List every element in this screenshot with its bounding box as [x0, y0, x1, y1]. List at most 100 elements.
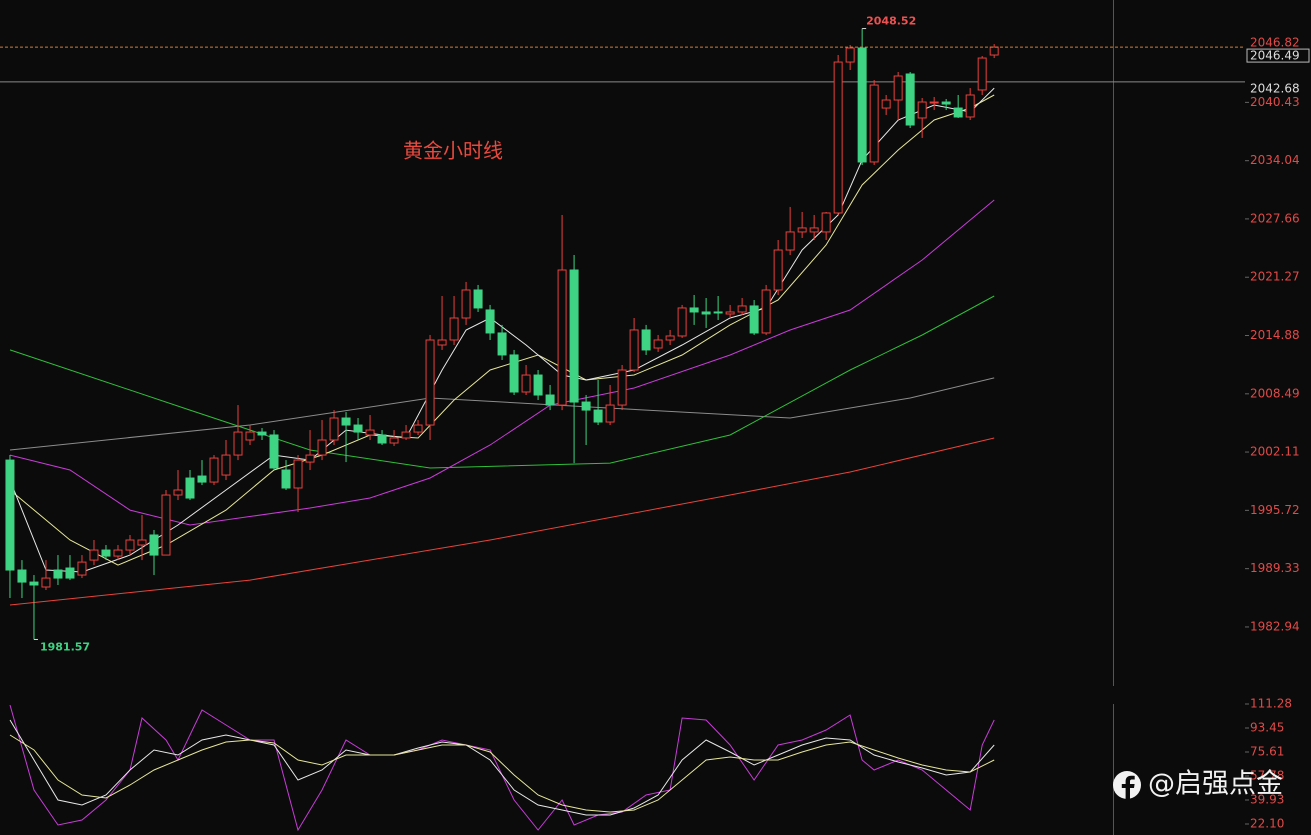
candle-body	[797, 227, 807, 233]
candle-body	[197, 475, 207, 483]
moving-average	[9, 437, 995, 606]
moving-average	[9, 87, 995, 573]
candle-body	[893, 75, 903, 101]
candle-body	[209, 457, 219, 483]
candle-body	[929, 101, 939, 104]
candle-body	[329, 417, 339, 441]
candle-body	[281, 469, 291, 489]
candle-body	[437, 339, 447, 346]
indicator-line	[9, 734, 995, 813]
candle-body	[485, 309, 495, 334]
watermark: @启强点金	[1113, 769, 1283, 800]
candle-body	[401, 431, 411, 439]
candle-body	[89, 549, 99, 561]
candle-body	[173, 489, 183, 496]
candle-body	[449, 317, 459, 341]
candle-body	[545, 394, 555, 406]
candle-body	[245, 431, 255, 441]
candle-body	[593, 409, 603, 423]
candle-body	[221, 454, 231, 476]
candle-body	[461, 289, 471, 319]
candle-body	[821, 212, 831, 233]
reference-label: 2042.68	[1250, 81, 1300, 95]
candle-body	[869, 84, 879, 163]
candle-body	[413, 424, 423, 433]
candle-body	[881, 99, 891, 109]
candle-body	[857, 47, 867, 163]
y-tick-label: 2027.66	[1250, 211, 1300, 225]
y-tick-label: 57.78	[1250, 768, 1284, 782]
current-price-box	[1246, 48, 1310, 63]
candle-body	[185, 477, 195, 499]
candle-body	[29, 581, 39, 586]
candle-body	[161, 494, 171, 556]
candle-body	[737, 305, 747, 313]
candle-body	[377, 434, 387, 444]
candle-body	[725, 311, 735, 315]
candle-body	[317, 439, 327, 456]
candle-body	[761, 289, 771, 334]
current-price-label: 2046.49	[1250, 49, 1300, 63]
candle-body	[785, 231, 795, 251]
candle-body	[713, 311, 723, 314]
candle-body	[569, 269, 579, 403]
y-tick-label: 1982.94	[1250, 619, 1300, 633]
y-tick-label: 1995.72	[1250, 503, 1300, 517]
candle-body	[65, 567, 75, 579]
candle-body	[809, 227, 819, 233]
candle-body	[233, 431, 243, 456]
candle-body	[701, 311, 711, 315]
y-tick-label: 1989.33	[1250, 561, 1300, 575]
candle-body	[113, 549, 123, 557]
candle-body	[749, 305, 759, 334]
candle-body	[425, 339, 435, 426]
moving-average	[9, 295, 995, 469]
candle-body	[521, 374, 531, 393]
candle-body	[17, 569, 27, 583]
candle-body	[989, 46, 999, 56]
candle-body	[581, 401, 591, 411]
candle-body	[305, 454, 315, 463]
y-tick-label: 2021.27	[1250, 270, 1300, 284]
candle-body	[365, 429, 375, 436]
candle-body	[125, 539, 135, 551]
high-label: 2048.52	[866, 15, 916, 28]
y-tick-label: 2034.04	[1250, 153, 1300, 167]
candle-body	[389, 437, 399, 444]
candle-body	[917, 101, 927, 119]
y-tick-label: 111.28	[1250, 697, 1292, 711]
indicator-line	[9, 704, 995, 832]
candle-body	[53, 569, 63, 579]
candle-body	[77, 561, 87, 576]
watermark-text: @启强点金	[1148, 769, 1283, 800]
candle-body	[509, 354, 519, 393]
candle-body	[905, 73, 915, 126]
candle-body	[473, 289, 483, 309]
candle-body	[665, 335, 675, 341]
candle-body	[953, 107, 963, 118]
y-tick-label: 39.93	[1250, 793, 1284, 807]
candle-body	[149, 534, 159, 556]
candle-body	[353, 424, 363, 433]
candle-body	[689, 307, 699, 313]
candle-body	[965, 94, 975, 118]
candle-body	[833, 61, 843, 214]
candle-body	[269, 434, 279, 469]
y-tick-label: 2002.11	[1250, 445, 1300, 459]
indicator-line	[9, 719, 995, 816]
y-tick-label: 2014.88	[1250, 328, 1300, 342]
candle-body	[641, 329, 651, 351]
last-high-label: 2046.82	[1250, 36, 1300, 50]
y-tick-label: 93.45	[1250, 720, 1284, 734]
candle-body	[533, 374, 543, 396]
candle-body	[617, 369, 627, 406]
candle-body	[137, 539, 147, 546]
chart-title: 黄金小时线	[403, 139, 503, 163]
candle-body	[845, 47, 855, 63]
candle-body	[605, 404, 615, 423]
y-tick-label: 22.10	[1250, 816, 1284, 830]
low-label: 1981.57	[40, 640, 90, 653]
candle-body	[41, 577, 51, 588]
